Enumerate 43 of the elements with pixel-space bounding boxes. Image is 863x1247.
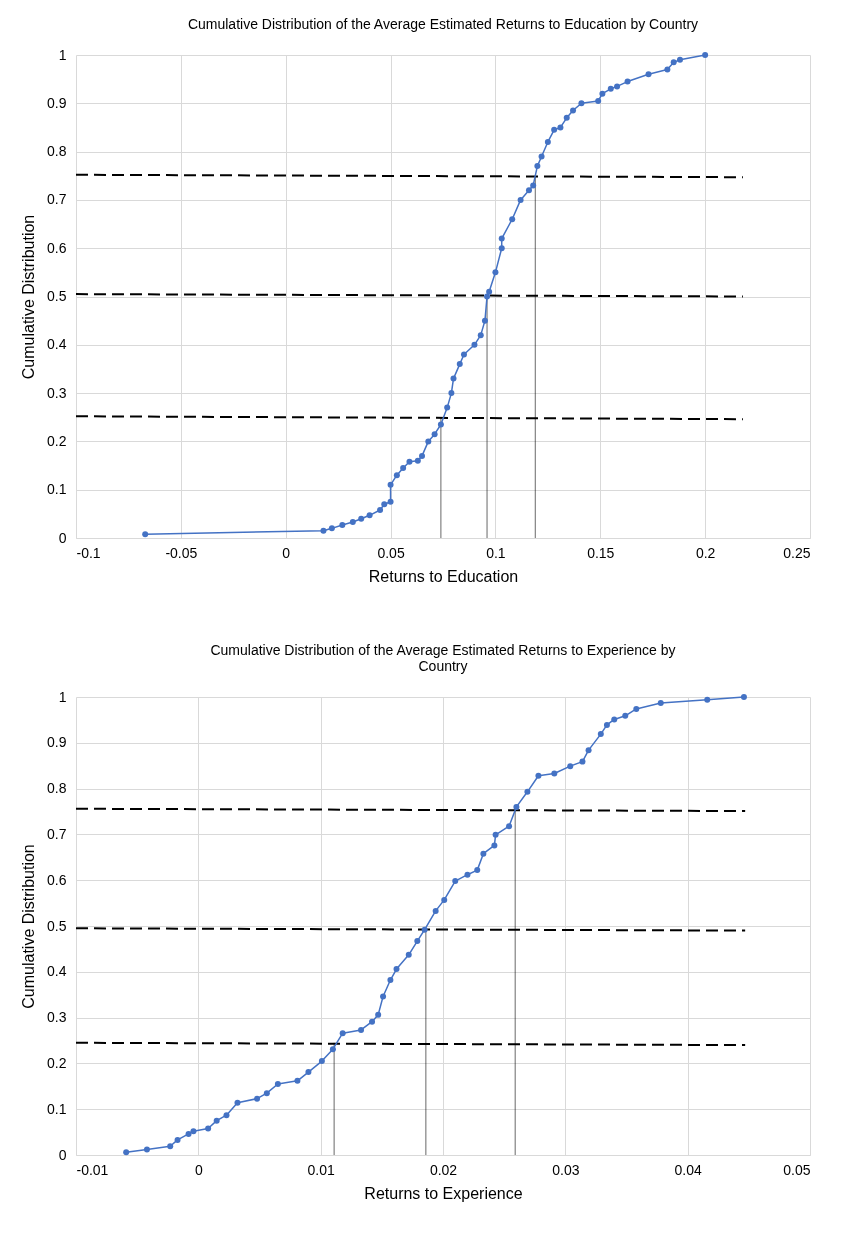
y-tick-label: 0.2 xyxy=(47,1054,67,1071)
y-axis-title: Cumulative Distribution xyxy=(20,844,38,1009)
x-tick-label: 0.1 xyxy=(486,544,506,561)
x-tick-label: 0.02 xyxy=(429,1161,458,1178)
y-tick-label: 0.8 xyxy=(47,143,67,160)
x-axis-title: Returns to Experience xyxy=(364,1184,523,1202)
x-tick-label: 0.25 xyxy=(783,544,811,561)
x-tick-label: 0.04 xyxy=(674,1161,702,1178)
x-tick-label: 0.15 xyxy=(587,544,615,561)
x-tick-label: 0.03 xyxy=(552,1161,580,1178)
y-tick-label: 0.6 xyxy=(47,239,67,256)
x-tick-label: 0.2 xyxy=(695,544,716,561)
y-tick-label: 1 xyxy=(58,688,67,705)
y-tick-label: 1 xyxy=(58,46,67,63)
y-tick-label: 0.6 xyxy=(47,871,67,888)
x-tick-label: 0 xyxy=(194,1161,203,1178)
x-tick-label: -0.05 xyxy=(165,544,198,561)
y-tick-label: 0.3 xyxy=(47,384,67,401)
y-tick-label: 0.3 xyxy=(47,1009,67,1026)
x-tick-label: 0.05 xyxy=(783,1161,811,1178)
y-tick-label: 0.9 xyxy=(47,94,67,111)
y-tick-label: 0.7 xyxy=(47,825,67,842)
y-tick-label: 0 xyxy=(58,529,67,546)
chart-title: Cumulative Distribution of the Average Estimated Returns to Experience by Country xyxy=(210,642,676,674)
x-tick-label: 0.01 xyxy=(307,1161,335,1178)
y-axis-title: Cumulative Distribution xyxy=(20,214,38,380)
y-tick-label: 0.5 xyxy=(47,288,67,304)
y-tick-label: 0.4 xyxy=(47,963,67,980)
y-tick-label: 0.8 xyxy=(47,780,67,797)
y-tick-label: 0.1 xyxy=(47,1100,67,1117)
y-tick-label: 0.9 xyxy=(47,734,67,751)
x-tick-label: 0.05 xyxy=(377,544,405,561)
y-tick-label: 0.5 xyxy=(47,917,67,934)
y-tick-label: 0.7 xyxy=(47,191,67,208)
x-axis-title: Returns to Education xyxy=(368,567,519,585)
y-tick-label: 0.4 xyxy=(47,336,67,353)
x-tick-label: -0.01 xyxy=(76,1161,109,1178)
y-tick-label: 0.2 xyxy=(47,432,67,449)
x-tick-label: 0 xyxy=(282,544,291,561)
y-tick-label: 0 xyxy=(58,1146,67,1163)
x-tick-label: -0.1 xyxy=(76,544,101,561)
chart-title: Cumulative Distribution of the Average Estimated Returns to Education by Country xyxy=(187,16,699,32)
y-tick-label: 0.1 xyxy=(47,481,67,498)
